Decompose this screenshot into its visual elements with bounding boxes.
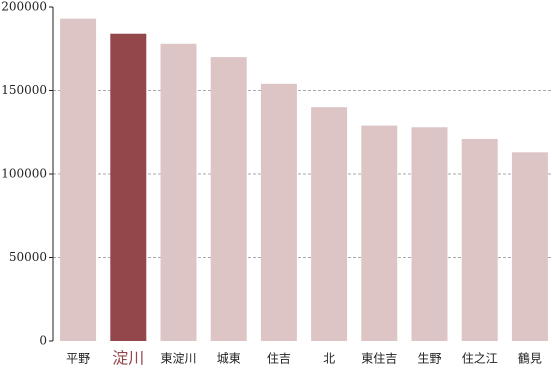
x-tick-label: 淀川 (112, 349, 144, 368)
bar (110, 33, 147, 341)
bar (461, 138, 498, 341)
x-tick-label: 鶴見 (518, 351, 542, 366)
x-tick-label: 住之江 (462, 352, 498, 366)
x-tick-label: 生野 (417, 352, 441, 366)
y-tick-label: 100000 (1, 167, 47, 181)
bar (210, 57, 247, 341)
x-tick-label: 住吉 (267, 352, 291, 366)
bar (60, 18, 97, 341)
x-tick-label: 城東 (217, 352, 241, 366)
bar (260, 83, 297, 341)
x-tick-label: 東淀川 (160, 352, 196, 366)
y-tick-label: 50000 (9, 250, 47, 264)
x-tick-label: 東住吉 (361, 352, 397, 366)
y-tick-label: 200000 (1, 0, 47, 14)
bar (361, 125, 398, 341)
bar (160, 43, 197, 342)
y-tick-label: 0 (39, 334, 47, 348)
y-tick-label: 150000 (1, 83, 47, 97)
bar (311, 107, 348, 341)
x-tick-label: 平野 (66, 352, 90, 366)
bar (511, 152, 548, 341)
x-tick-label: 北 (323, 352, 335, 366)
bar (411, 127, 448, 342)
